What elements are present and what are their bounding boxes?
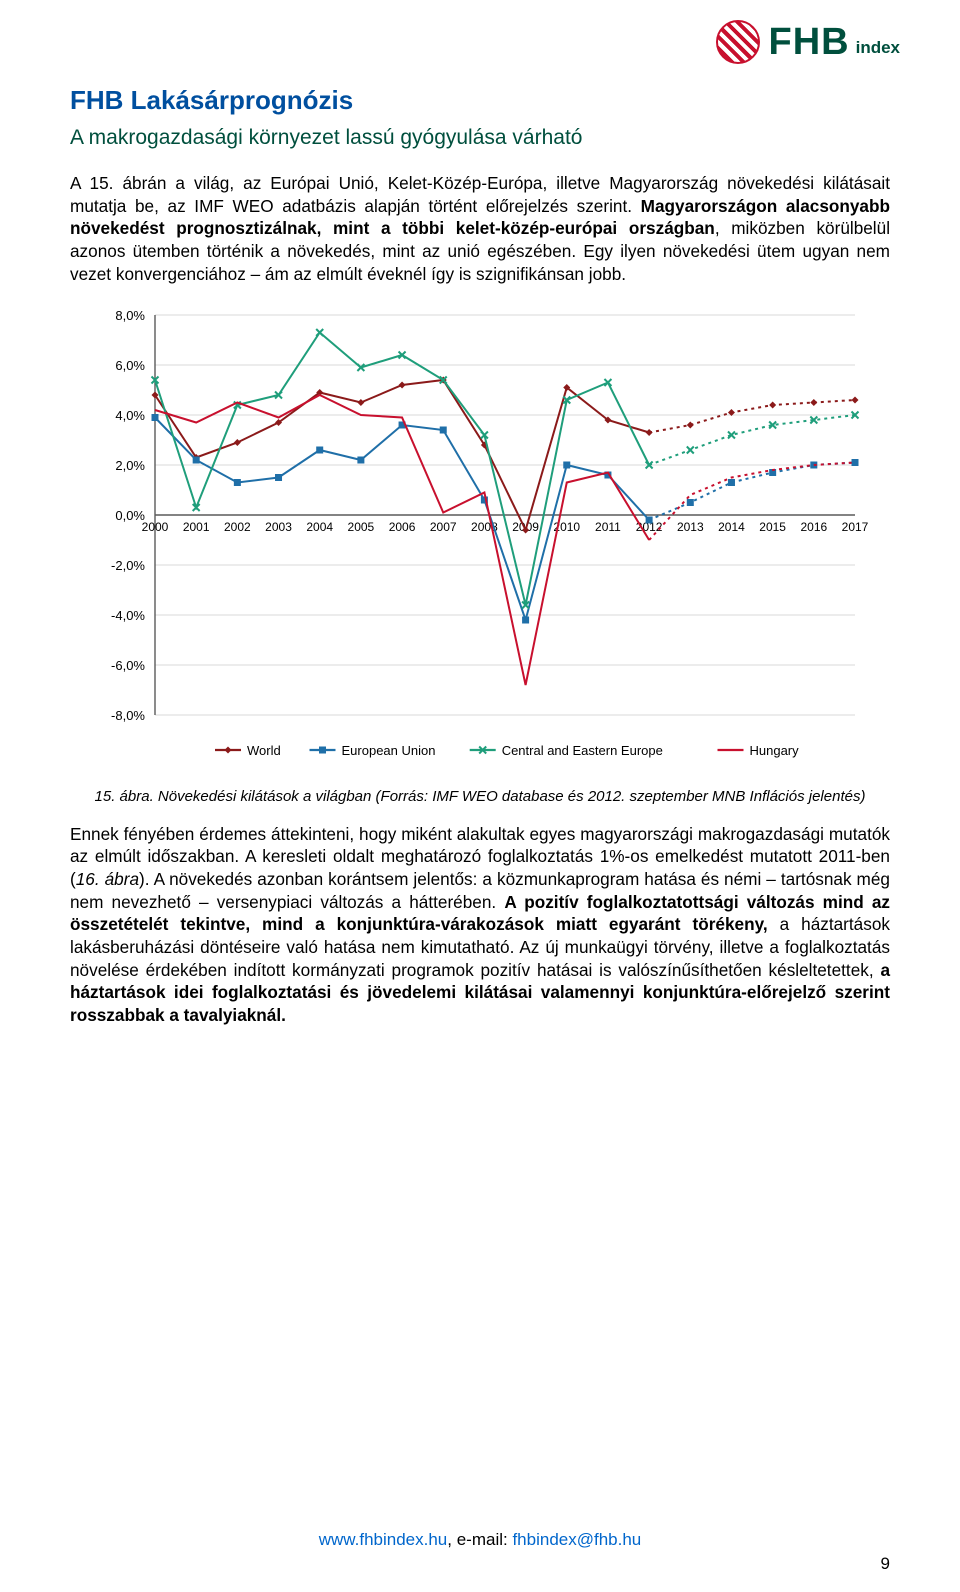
- svg-text:2015: 2015: [759, 520, 786, 534]
- text-italic: 16. ábra: [76, 869, 139, 889]
- svg-text:4,0%: 4,0%: [115, 408, 145, 423]
- page-footer: www.fhbindex.hu, e-mail: fhbindex@fhb.hu: [0, 1530, 960, 1550]
- svg-text:2014: 2014: [718, 520, 745, 534]
- svg-text:2017: 2017: [842, 520, 869, 534]
- svg-text:2003: 2003: [265, 520, 292, 534]
- svg-text:2002: 2002: [224, 520, 251, 534]
- svg-text:-8,0%: -8,0%: [111, 708, 145, 723]
- growth-outlook-chart: -8,0%-6,0%-4,0%-2,0%0,0%2,0%4,0%6,0%8,0%…: [90, 300, 870, 780]
- svg-text:European Union: European Union: [342, 743, 436, 758]
- intro-paragraph: A 15. ábrán a világ, az Európai Unió, Ke…: [70, 172, 890, 286]
- svg-text:2013: 2013: [677, 520, 704, 534]
- footer-email: fhbindex@fhb.hu: [512, 1530, 641, 1549]
- svg-text:World: World: [247, 743, 281, 758]
- page-number: 9: [881, 1554, 890, 1574]
- svg-text:2006: 2006: [389, 520, 416, 534]
- svg-text:-6,0%: -6,0%: [111, 658, 145, 673]
- line-chart-svg: -8,0%-6,0%-4,0%-2,0%0,0%2,0%4,0%6,0%8,0%…: [90, 300, 870, 780]
- footer-link: www.fhbindex.hu: [319, 1530, 448, 1549]
- svg-text:6,0%: 6,0%: [115, 358, 145, 373]
- analysis-paragraph: Ennek fényében érdemes áttekinteni, hogy…: [70, 823, 890, 1027]
- svg-text:-2,0%: -2,0%: [111, 558, 145, 573]
- svg-text:2016: 2016: [800, 520, 827, 534]
- logo-suffix: index: [856, 38, 900, 58]
- text: A 15.: [70, 173, 113, 193]
- svg-text:Hungary: Hungary: [750, 743, 800, 758]
- svg-text:2001: 2001: [183, 520, 210, 534]
- svg-text:2005: 2005: [348, 520, 375, 534]
- svg-text:2004: 2004: [306, 520, 333, 534]
- svg-text:-4,0%: -4,0%: [111, 608, 145, 623]
- logo-text: FHB: [768, 21, 849, 64]
- logo-mark-icon: [716, 20, 760, 64]
- svg-text:2011: 2011: [595, 520, 621, 534]
- page-subtitle: A makrogazdasági környezet lassú gyógyul…: [70, 126, 890, 150]
- svg-text:2007: 2007: [430, 520, 457, 534]
- svg-text:2000: 2000: [142, 520, 169, 534]
- brand-logo: FHB index: [716, 20, 900, 64]
- footer-sep: , e-mail:: [447, 1530, 512, 1549]
- svg-text:2,0%: 2,0%: [115, 458, 145, 473]
- svg-text:Central and Eastern Europe: Central and Eastern Europe: [502, 743, 663, 758]
- page-title: FHB Lakásárprognózis: [70, 85, 890, 116]
- chart-caption: 15. ábra. Növekedési kilátások a világba…: [70, 788, 890, 805]
- svg-text:8,0%: 8,0%: [115, 308, 145, 323]
